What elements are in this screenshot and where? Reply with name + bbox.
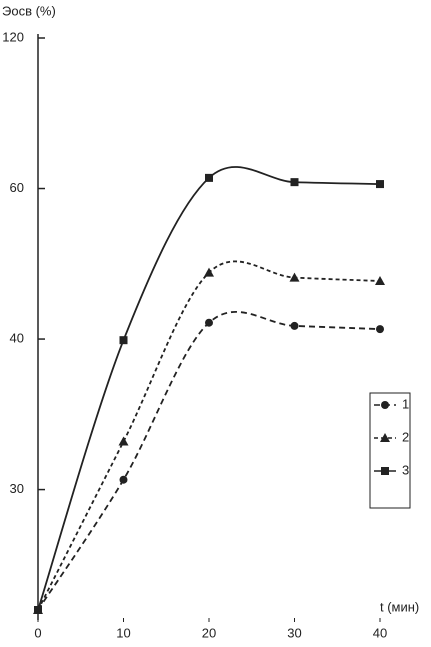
marker: [204, 267, 214, 277]
marker: [119, 475, 128, 484]
marker: [118, 436, 129, 446]
legend-marker: [381, 467, 389, 475]
legend-marker: [380, 433, 390, 442]
marker: [205, 318, 213, 327]
legend-label: 1: [402, 396, 409, 411]
x-tick-label: 40: [373, 625, 387, 640]
y-tick-label: 40: [10, 330, 24, 345]
y-tick-label: 30: [10, 481, 24, 496]
marker: [34, 606, 42, 614]
legend-marker: [381, 401, 389, 409]
marker: [119, 336, 128, 345]
y-tick-label: 60: [10, 180, 24, 195]
x-tick-label: 30: [287, 625, 301, 640]
x-tick-label: 20: [202, 625, 216, 640]
marker: [376, 325, 384, 334]
legend-label: 2: [402, 429, 409, 444]
marker: [205, 173, 213, 182]
series-line: [37, 166, 381, 611]
y-tick-label: 120: [2, 29, 24, 44]
legend-box: [369, 392, 411, 509]
series-line: [37, 260, 381, 611]
x-tick-label: 10: [116, 625, 130, 640]
x-axis-label: t (мин): [380, 599, 419, 614]
y-axis-label: Эосв (%): [2, 3, 56, 18]
marker: [290, 178, 299, 187]
marker: [375, 276, 385, 286]
marker: [290, 321, 299, 330]
x-tick-label: 0: [34, 625, 41, 640]
series-line: [37, 311, 381, 611]
legend-label: 3: [402, 462, 409, 477]
marker: [376, 180, 384, 189]
marker: [289, 272, 300, 282]
